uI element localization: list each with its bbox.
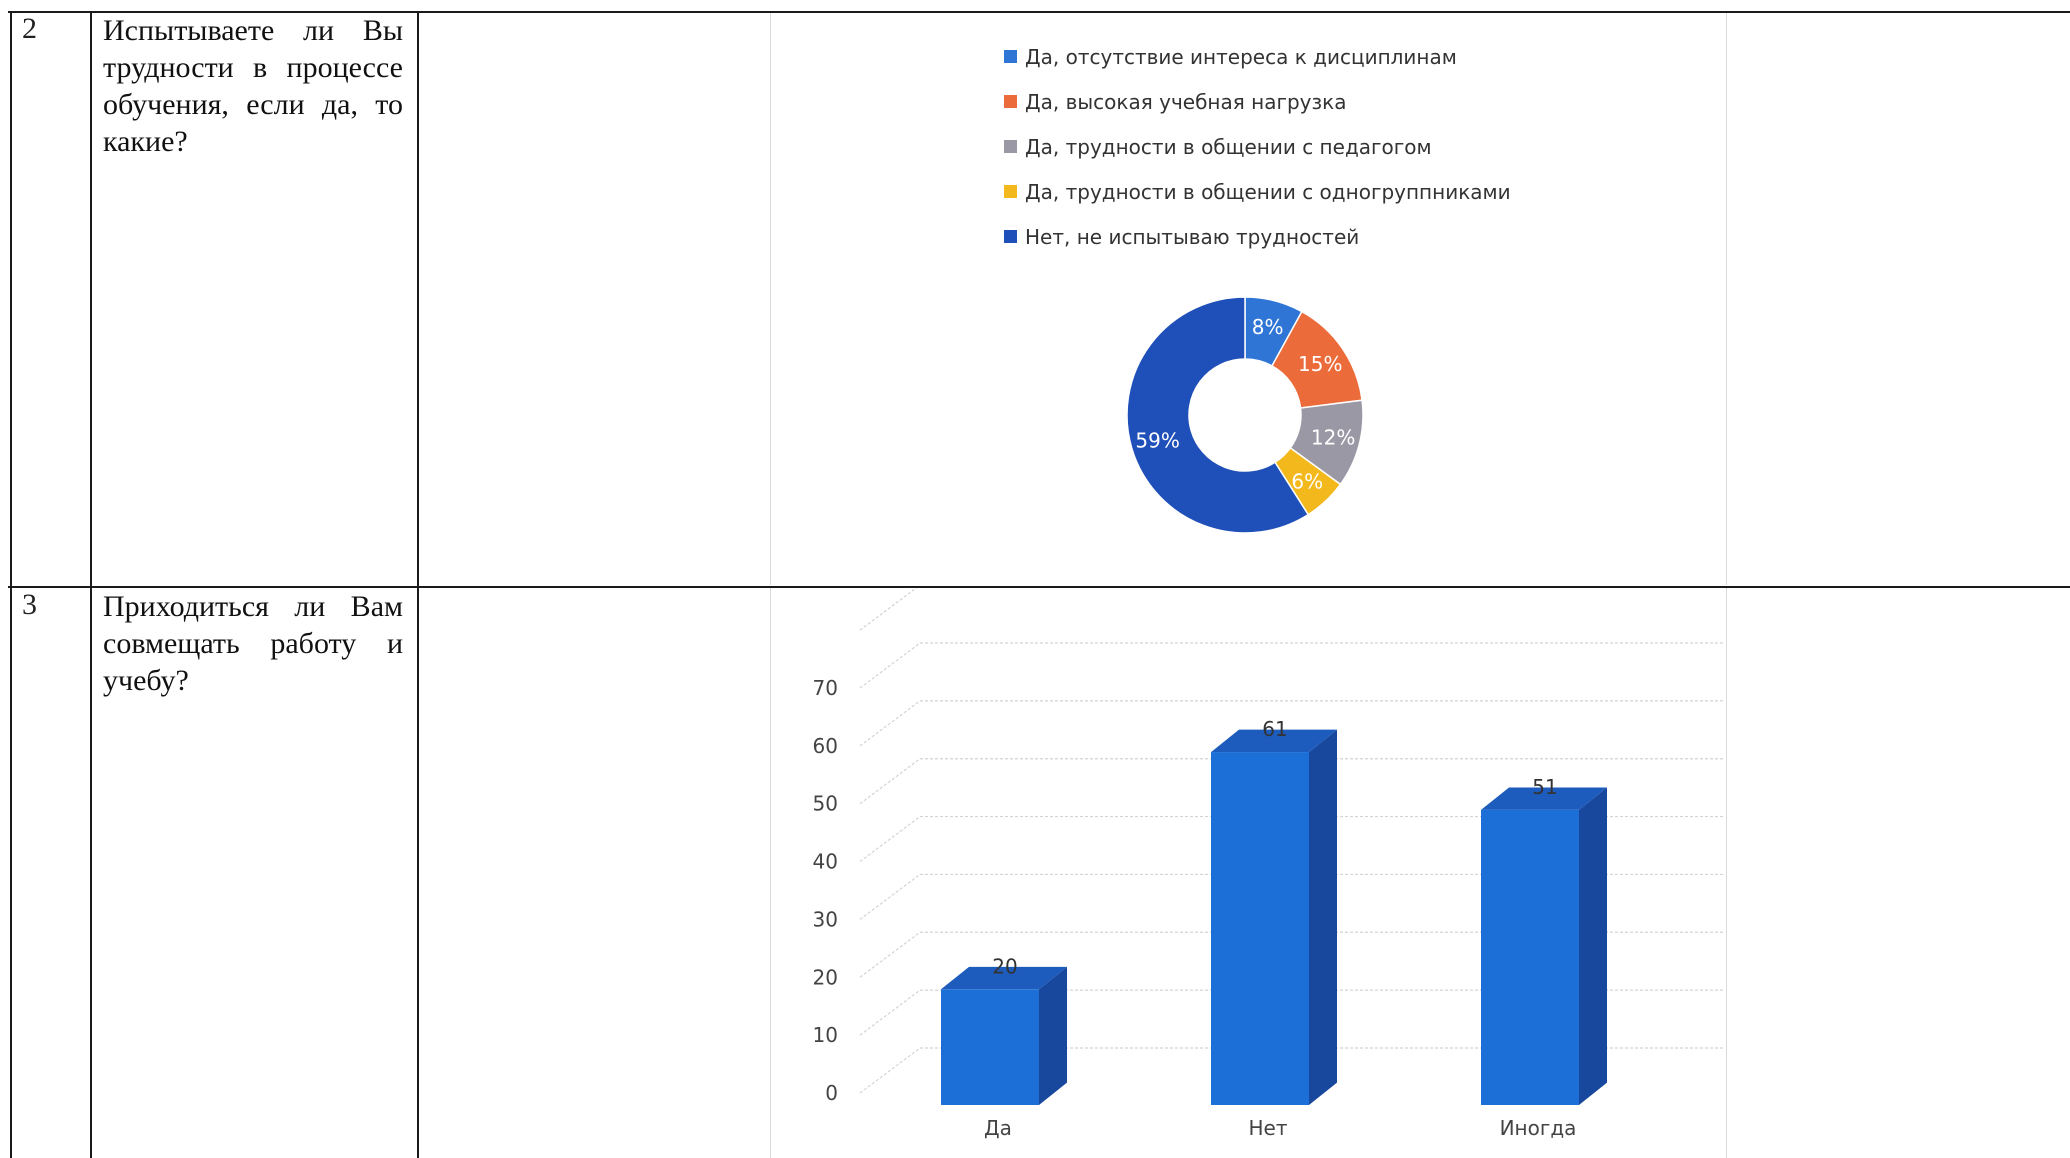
donut-data-label: 59%	[1135, 428, 1179, 452]
donut-data-label: 15%	[1298, 352, 1342, 376]
legend-swatch	[1004, 230, 1017, 243]
legend-swatch	[1004, 140, 1017, 153]
bar-data-label: 51	[1532, 775, 1557, 799]
table-left-border	[10, 11, 12, 1158]
gridline	[859, 642, 921, 689]
legend-swatch	[1004, 185, 1017, 198]
gridline	[859, 931, 921, 978]
legend-label: Да, трудности в общении с педагогом	[1025, 134, 1432, 159]
y-tick-label: 40	[813, 850, 838, 874]
donut-data-label: 6%	[1291, 469, 1323, 493]
gridline	[859, 700, 921, 747]
bar-side	[1039, 966, 1067, 1105]
bar-data-label: 61	[1262, 717, 1287, 741]
bar	[941, 989, 1039, 1105]
donut-legend: Да, отсутствие интереса к дисциплинам Да…	[1004, 34, 1511, 259]
legend-label: Нет, не испытываю трудностей	[1025, 224, 1360, 249]
y-tick-label: 30	[813, 907, 838, 931]
legend-swatch	[1004, 95, 1017, 108]
bar-chart: 0 10 20 30 40 50 60 70 20 Да 61 Нет 51 Иногда	[813, 588, 1725, 1140]
x-tick-label: Да	[984, 1116, 1012, 1140]
question-text: Приходиться ли Вам совмещать работу и уч…	[103, 590, 403, 697]
bar-top	[1211, 729, 1337, 753]
y-tick-label: 70	[813, 676, 838, 700]
table-col-divider-2	[417, 11, 419, 1158]
legend-item: Нет, не испытываю трудностей	[1004, 214, 1511, 259]
bar-side	[1579, 787, 1607, 1105]
donut-slice	[1126, 296, 1310, 534]
donut-data-label: 12%	[1311, 426, 1355, 450]
x-tick-label: Иногда	[1500, 1116, 1577, 1140]
legend-item: Да, отсутствие интереса к дисциплинам	[1004, 34, 1511, 79]
bar	[1211, 752, 1309, 1105]
legend-item: Да, высокая учебная нагрузка	[1004, 79, 1511, 124]
bar-top	[941, 966, 1067, 990]
row-number: 3	[22, 588, 37, 621]
y-tick-label: 60	[813, 734, 838, 758]
donut-data-label: 8%	[1252, 315, 1284, 339]
question-text: Испытываете ли Вы трудности в процессе о…	[103, 14, 403, 158]
gridline	[859, 588, 918, 631]
table-row-divider	[8, 586, 2070, 588]
legend-item: Да, трудности в общении с одногруппникам…	[1004, 169, 1511, 214]
bar-top	[1481, 787, 1607, 810]
legend-label: Да, трудности в общении с одногруппникам…	[1025, 179, 1511, 204]
donut-chart: 8% 15% 12% 6% 59%	[1126, 296, 1364, 534]
y-tick-label: 0	[825, 1081, 838, 1105]
table-col-divider-1	[90, 11, 92, 1158]
y-tick-label: 50	[813, 792, 838, 816]
legend-label: Да, отсутствие интереса к дисциплинам	[1025, 44, 1457, 69]
bar	[1481, 809, 1579, 1105]
y-tick-label: 10	[813, 1023, 838, 1047]
x-tick-label: Нет	[1249, 1116, 1288, 1140]
bar-data-label: 20	[992, 954, 1017, 978]
legend-label: Да, высокая учебная нагрузка	[1025, 89, 1347, 114]
gridline	[859, 816, 921, 863]
legend-item: Да, трудности в общении с педагогом	[1004, 124, 1511, 169]
gridline	[859, 989, 921, 1036]
gridline	[859, 873, 921, 920]
y-tick-label: 20	[813, 965, 838, 989]
gridline	[859, 1047, 921, 1094]
bar-side	[1309, 729, 1337, 1105]
table-top-border	[8, 11, 2070, 13]
row-number: 2	[22, 12, 37, 45]
legend-swatch	[1004, 50, 1017, 63]
gridline	[859, 758, 921, 805]
